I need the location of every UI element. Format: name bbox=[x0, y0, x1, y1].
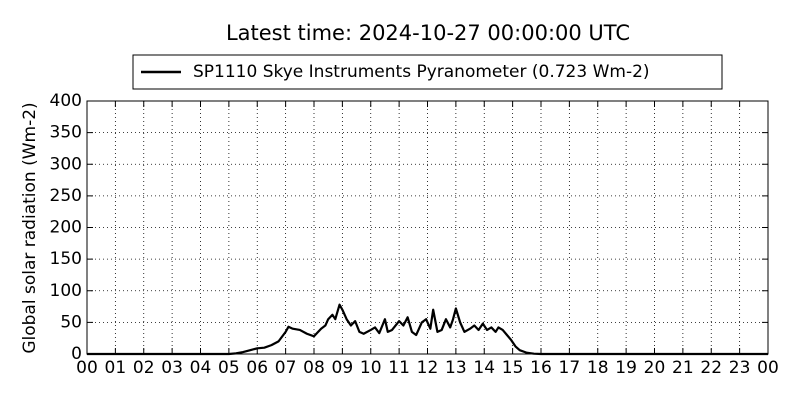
y-tick-label: 200 bbox=[50, 218, 82, 238]
x-tick-label: 07 bbox=[275, 358, 297, 378]
chart-title: Latest time: 2024-10-27 00:00:00 UTC bbox=[226, 21, 630, 45]
x-tick-label: 12 bbox=[417, 358, 439, 378]
plot-frame bbox=[86, 100, 769, 355]
x-tick-label: 17 bbox=[559, 358, 581, 378]
y-tick-label: 100 bbox=[50, 281, 82, 301]
x-tick-label: 14 bbox=[473, 358, 495, 378]
x-tick-label: 01 bbox=[105, 358, 127, 378]
x-tick-label: 22 bbox=[700, 358, 722, 378]
y-tick-label: 400 bbox=[50, 91, 82, 111]
y-tick-label: 150 bbox=[50, 249, 82, 269]
x-tick-label: 00 bbox=[76, 358, 98, 378]
x-tick-label: 16 bbox=[530, 358, 552, 378]
x-tick-label: 20 bbox=[644, 358, 666, 378]
x-tick-label: 15 bbox=[502, 358, 524, 378]
x-tick-label: 18 bbox=[587, 358, 609, 378]
x-tick-label: 09 bbox=[332, 358, 354, 378]
x-tick-label: 21 bbox=[672, 358, 694, 378]
legend-label: SP1110 Skye Instruments Pyranometer (0.7… bbox=[193, 62, 650, 82]
y-tick-label: 300 bbox=[50, 154, 82, 174]
y-tick-label: 250 bbox=[50, 186, 82, 206]
x-tick-label: 23 bbox=[729, 358, 751, 378]
y-tick-label: 350 bbox=[50, 123, 82, 143]
x-tick-label: 08 bbox=[303, 358, 325, 378]
x-tick-label: 02 bbox=[133, 358, 155, 378]
y-tick-label: 0 bbox=[71, 344, 82, 364]
data-line bbox=[87, 303, 768, 356]
x-tick-label: 05 bbox=[218, 358, 240, 378]
x-tick-label: 11 bbox=[388, 358, 410, 378]
x-tick-label: 06 bbox=[246, 358, 268, 378]
y-axis-label: Global solar radiation (Wm-2) bbox=[20, 102, 40, 353]
y-tick-label: 50 bbox=[60, 312, 82, 332]
x-tick-label: 10 bbox=[360, 358, 382, 378]
x-tick-label: 00 bbox=[757, 358, 779, 378]
legend-box bbox=[132, 54, 723, 90]
x-tick-label: 13 bbox=[445, 358, 467, 378]
x-tick-label: 19 bbox=[615, 358, 637, 378]
x-tick-label: 03 bbox=[161, 358, 183, 378]
x-tick-label: 04 bbox=[190, 358, 212, 378]
